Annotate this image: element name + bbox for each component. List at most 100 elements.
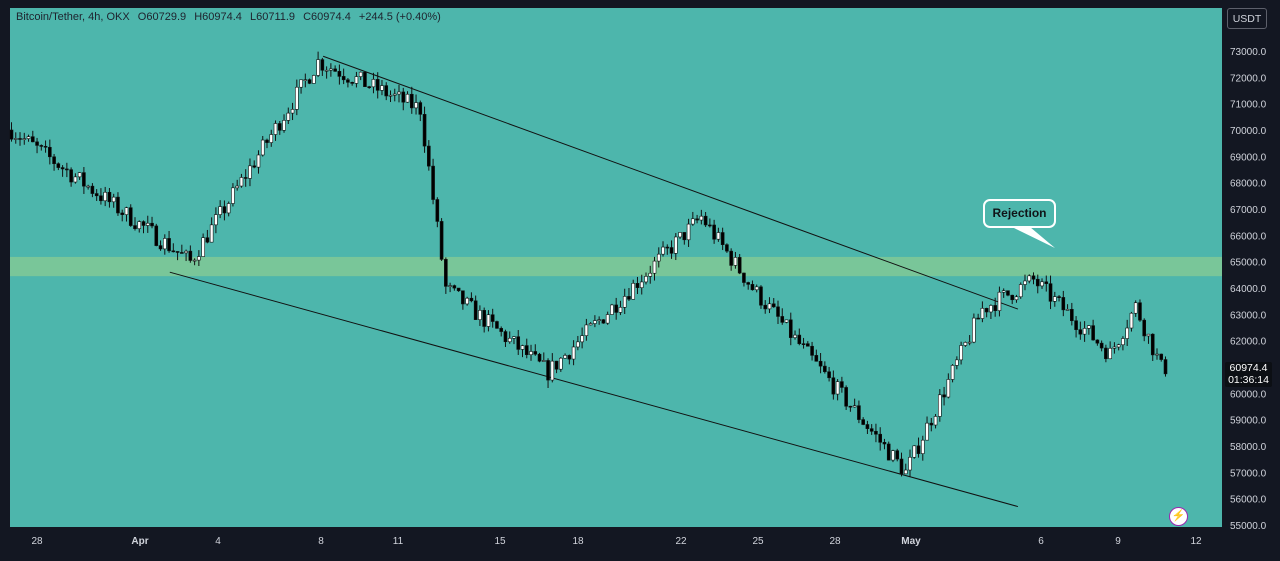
candle [554, 360, 559, 374]
candle [133, 217, 137, 231]
candle [414, 94, 418, 115]
candle [584, 318, 589, 341]
candle-body [48, 146, 52, 158]
candle [1138, 299, 1142, 322]
candle-body [1070, 309, 1074, 322]
candle [959, 341, 963, 365]
candle-body [384, 85, 389, 97]
candle-body [861, 419, 865, 425]
candle [993, 297, 997, 317]
candle [1070, 302, 1074, 326]
legend-high: H60974.4 [194, 11, 242, 23]
candle-body [90, 185, 95, 194]
candle [882, 438, 887, 450]
candle [1116, 343, 1121, 351]
candle [286, 107, 291, 124]
candle [925, 416, 929, 441]
candle-body [554, 360, 559, 370]
candle [895, 448, 900, 462]
candle [375, 72, 380, 99]
candle [656, 247, 661, 268]
candle [226, 201, 231, 217]
y-tick-label: 72000.0 [1230, 73, 1267, 84]
candle [456, 287, 461, 292]
candle-body [801, 343, 806, 345]
candle [1129, 311, 1134, 332]
candle [610, 303, 614, 315]
price-axis[interactable] [1222, 0, 1280, 561]
candle [371, 72, 376, 94]
candle [916, 437, 921, 458]
candle [431, 158, 435, 205]
trendline-lower[interactable] [169, 271, 1019, 508]
candle-body [503, 331, 508, 343]
y-tick-label: 55000.0 [1230, 521, 1267, 532]
candle [22, 132, 27, 145]
candle [976, 313, 980, 320]
candle-body [154, 225, 159, 246]
rejection-callout[interactable]: Rejection [983, 199, 1056, 228]
x-tick-label: 28 [31, 536, 43, 547]
candle [563, 353, 567, 359]
candle [737, 254, 742, 275]
candle-body [295, 86, 299, 110]
candle [252, 160, 257, 169]
candle [163, 234, 167, 255]
candle-body [537, 353, 542, 362]
candle [780, 308, 785, 325]
candle-body [77, 172, 82, 178]
candle-body [759, 286, 763, 306]
candle [1006, 290, 1010, 297]
candle-body [124, 207, 129, 215]
candle-body [243, 177, 248, 179]
time-axis[interactable] [0, 527, 1222, 561]
candle-body [878, 433, 882, 443]
candle-body [1146, 333, 1151, 337]
y-tick-label: 69000.0 [1230, 152, 1267, 163]
candle [1057, 295, 1061, 302]
candle [699, 209, 704, 225]
candle [295, 79, 299, 116]
candle [329, 63, 333, 77]
lightning-icon[interactable]: ⚡ [1169, 507, 1188, 526]
trendline-upper[interactable] [322, 55, 1019, 310]
candle-body [231, 187, 235, 204]
x-tick-label: 28 [829, 536, 841, 547]
candle-body [427, 145, 431, 167]
x-tick-label: 18 [572, 536, 584, 547]
candle-body [60, 167, 65, 170]
candle-body [9, 129, 14, 140]
currency-button[interactable]: USDT [1227, 8, 1267, 29]
candle [9, 122, 14, 142]
candle-body [546, 360, 550, 381]
candle [205, 229, 210, 244]
candle-body [188, 250, 193, 261]
candle-body [486, 314, 491, 327]
candle [576, 335, 580, 351]
candle [486, 310, 491, 332]
x-tick-label: 4 [215, 536, 221, 547]
x-tick-label: 22 [675, 536, 687, 547]
candle [725, 243, 729, 253]
candle-body [993, 305, 997, 311]
candle [31, 130, 35, 143]
candle [950, 364, 955, 383]
candle-body [128, 207, 133, 226]
candle [571, 340, 576, 366]
candle [567, 354, 572, 365]
candle-body [1023, 280, 1027, 285]
candle-body [248, 165, 252, 179]
candle [380, 80, 384, 96]
candle-body [635, 283, 640, 288]
y-tick-label: 58000.0 [1230, 442, 1267, 453]
candle-body [1121, 338, 1125, 346]
candle-body [733, 257, 738, 266]
candle-body [22, 138, 27, 140]
candle [524, 338, 529, 359]
candle-body [984, 307, 989, 313]
candle [814, 349, 819, 362]
candle [150, 216, 154, 229]
candle [1018, 282, 1023, 299]
candle [942, 386, 946, 406]
